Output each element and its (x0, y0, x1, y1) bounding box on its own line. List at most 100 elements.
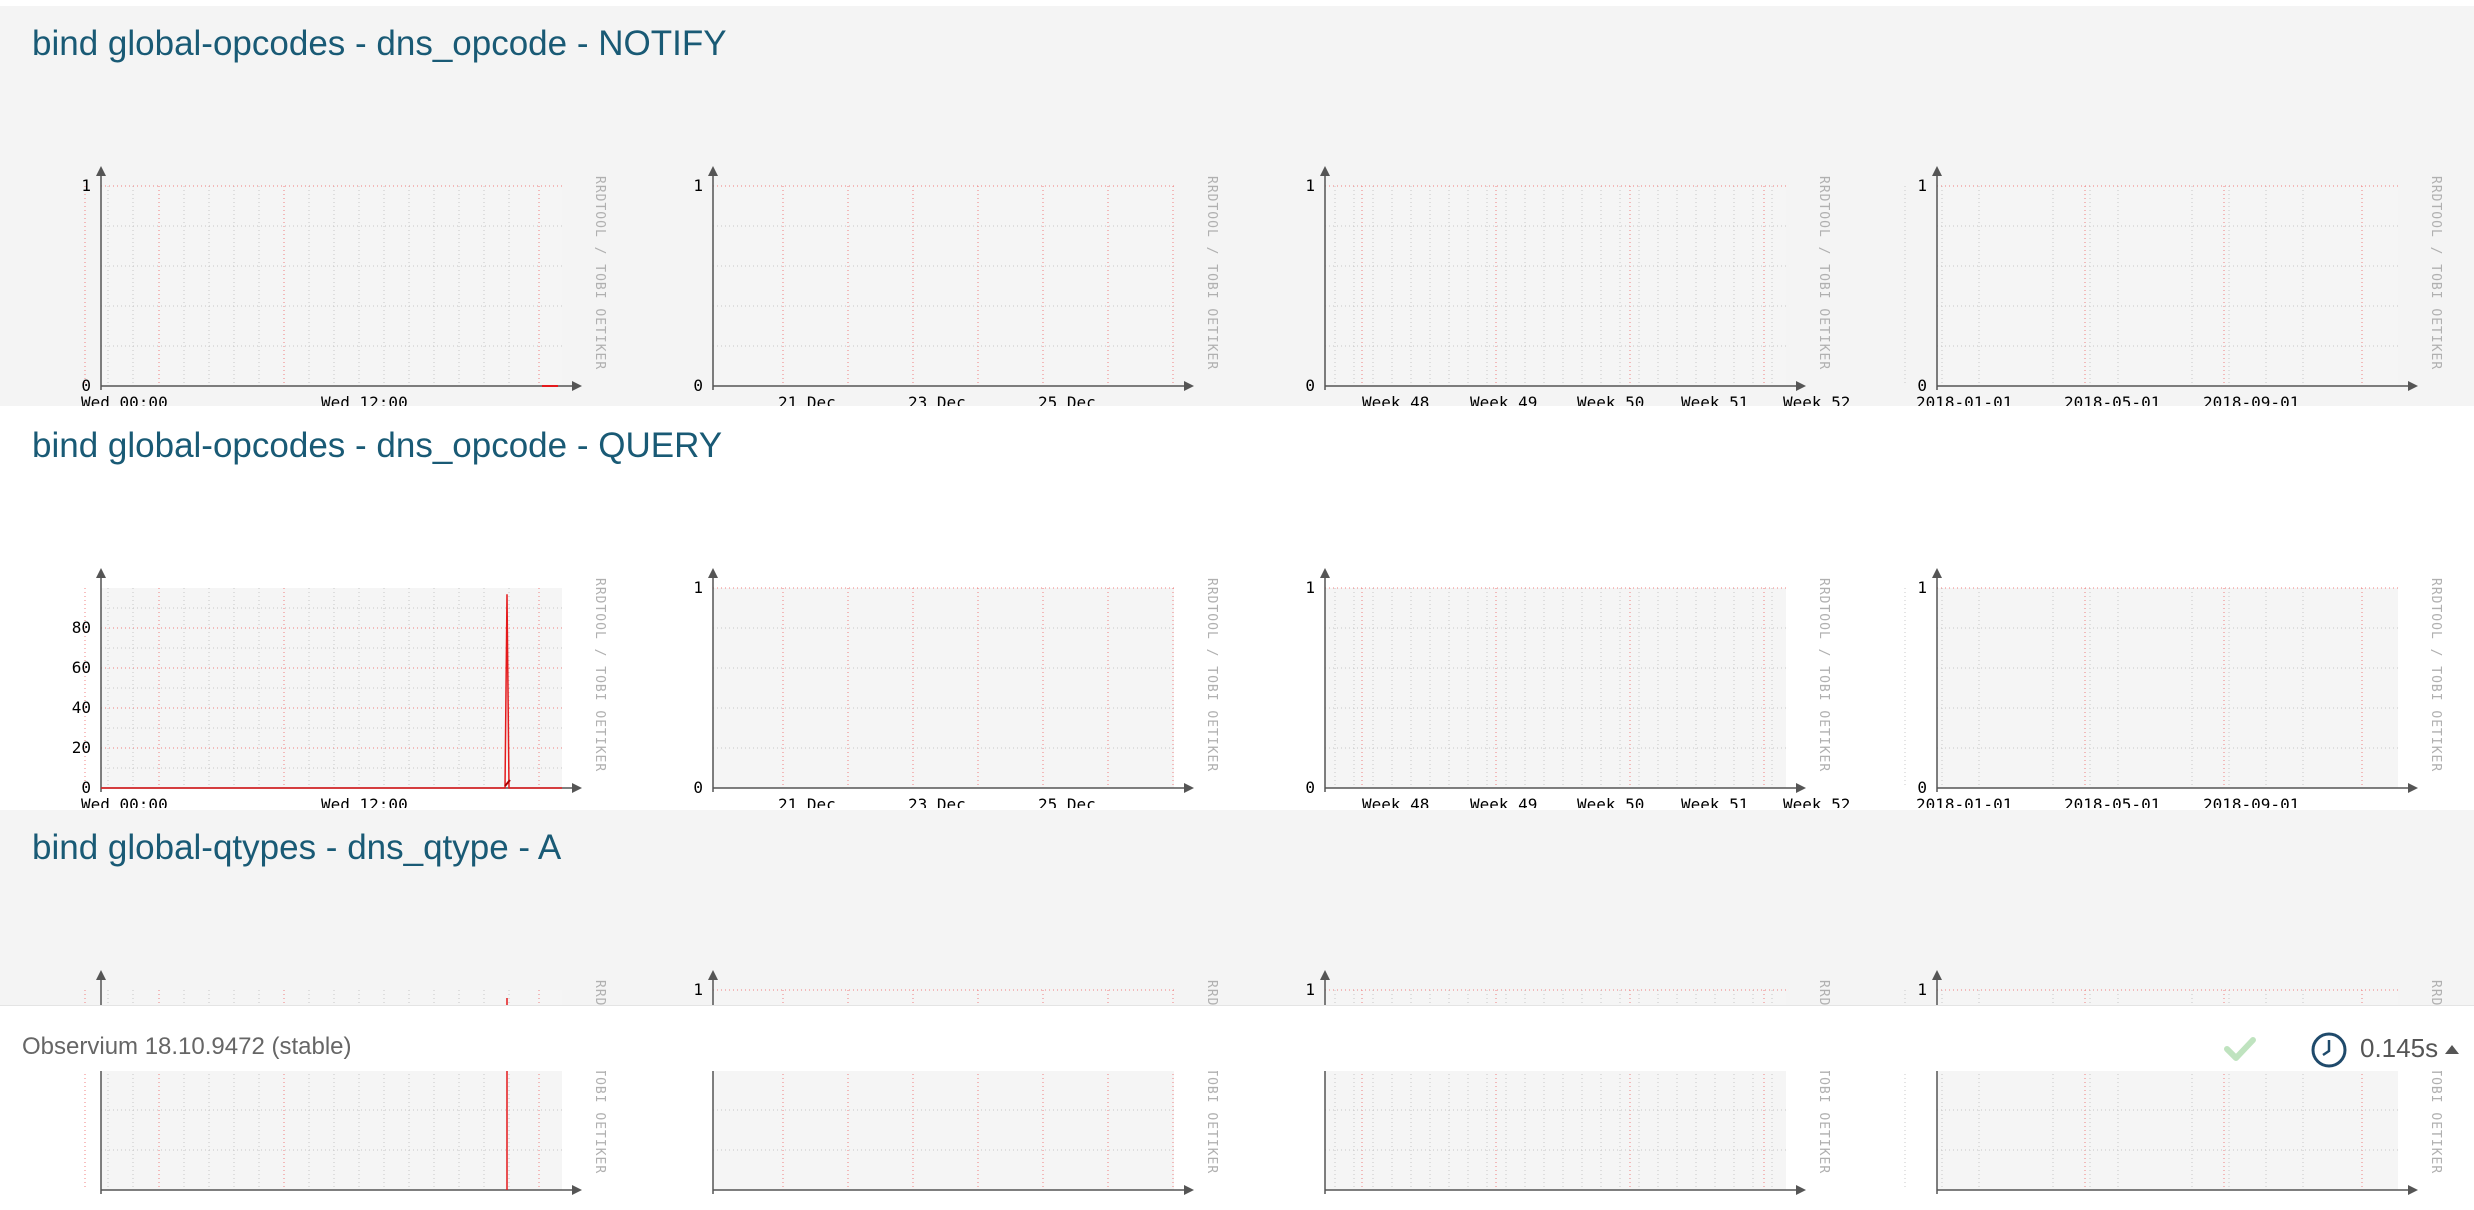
y-tick-label: 0 (81, 778, 91, 797)
y-axis-arrow (1320, 166, 1330, 176)
plot-area (1937, 588, 2398, 788)
x-tick-label: 2018-05-01 (2064, 393, 2160, 406)
y-axis-arrow (96, 166, 106, 176)
x-axis-arrow (1184, 1185, 1194, 1195)
plot-area (713, 588, 1174, 788)
graph-day[interactable]: 0 1 RRDTOOL / TOBI OETIKER Wed 00:00 Wed 12:… (32, 86, 644, 406)
x-axis-arrow (572, 783, 582, 793)
graph-panel-notify: bind global-opcodes - dns_opcode - NOTIF… (0, 6, 2474, 406)
y-tick-label: 1 (693, 176, 703, 195)
render-time[interactable]: 0.145s (2360, 1033, 2439, 1063)
rrdtool-watermark: RRDTOOL / TOBI OETIKER (592, 578, 607, 772)
graph-year[interactable]: 0 1 RRDTOOL / TOBI OETIKER 2018-01-01 2018-0… (1868, 86, 2474, 406)
x-tick-label: Wed 12:00 (321, 795, 408, 808)
clock-icon[interactable] (2310, 1031, 2348, 1074)
x-tick-label: 25 Dec (1038, 795, 1096, 808)
y-tick-label: 1 (1917, 980, 1927, 999)
x-axis-arrow (572, 381, 582, 391)
graph-year[interactable]: 0 1 RRDTOOL / TOBI OETIKER 2018-01-01 2018-0… (1868, 488, 2474, 808)
x-axis-arrow (2408, 381, 2418, 391)
graph-image: 0 1 RRDTOOL / TOBI OETIKER 21 Dec 23 Dec 25 D… (693, 166, 1219, 406)
y-tick-label: 1 (81, 176, 91, 195)
rrdtool-watermark: RRDTOOL / TOBI OETIKER (2428, 578, 2443, 772)
y-axis-arrow (96, 970, 106, 980)
y-tick-label: 1 (1305, 578, 1315, 597)
graph-panel-qtype-a: bind global-qtypes - dns_qtype - A 6080R… (0, 810, 2474, 1195)
x-tick-label: 21 Dec (778, 393, 836, 406)
panel-title[interactable]: bind global-opcodes - dns_opcode - NOTIF… (32, 24, 727, 63)
y-tick-label: 80 (72, 618, 91, 637)
x-tick-label: Week 50 (1577, 393, 1644, 406)
x-tick-label: 23 Dec (908, 795, 966, 808)
graph-image: 0 20 40 60 80 RRDTOOL / TOBI OETIKER Wed 00:00… (72, 568, 607, 808)
y-axis-arrow (708, 166, 718, 176)
rrdtool-watermark: RRDTOOL / TOBI OETIKER (592, 176, 607, 370)
y-tick-label: 40 (72, 698, 91, 717)
x-axis-arrow (1796, 1185, 1806, 1195)
y-tick-label: 1 (693, 980, 703, 999)
y-tick-label: 0 (693, 778, 703, 797)
graph-month[interactable]: 0 1 RRDTOOL / TOBI OETIKER Week 48 Week 49 We… (1256, 86, 1868, 406)
x-tick-label: 25 Dec (1038, 393, 1096, 406)
caret-up-icon[interactable] (2444, 1042, 2460, 1060)
plot-area (713, 186, 1174, 386)
y-tick-label: 1 (693, 578, 703, 597)
rrdtool-watermark: RRDTOOL / TOBI OETIKER (2428, 176, 2443, 370)
graph-month[interactable]: 0 1 RRDTOOL / TOBI OETIKER Week 48 Week 49 We… (1256, 488, 1868, 808)
x-tick-label: 2018-09-01 (2203, 393, 2299, 406)
x-tick-label: Week 52 (1783, 393, 1850, 406)
x-axis-arrow (572, 1185, 582, 1195)
x-tick-label: Week 49 (1470, 393, 1537, 406)
y-axis-arrow (1320, 970, 1330, 980)
graph-image: 0 1 RRDTOOL / TOBI OETIKER Week 48 Week 49 We… (1305, 568, 1850, 808)
y-tick-label: 0 (1305, 778, 1315, 797)
plot-area (1325, 186, 1786, 386)
x-tick-label: 23 Dec (908, 393, 966, 406)
x-tick-label: 2018-05-01 (2064, 795, 2160, 808)
x-tick-label: 2018-01-01 (1916, 795, 2012, 808)
rrdtool-watermark: RRDTOOL / TOBI OETIKER (1816, 578, 1831, 772)
plot-area (1325, 588, 1786, 788)
y-tick-label: 1 (1305, 980, 1315, 999)
x-tick-label: Week 51 (1681, 795, 1748, 808)
panel-title[interactable]: bind global-opcodes - dns_opcode - QUERY (32, 426, 723, 465)
x-tick-label: 21 Dec (778, 795, 836, 808)
x-tick-label: Week 49 (1470, 795, 1537, 808)
y-tick-label: 60 (72, 658, 91, 677)
y-tick-label: 1 (1917, 578, 1927, 597)
plot-area (1937, 186, 2398, 386)
graph-image: 0 1 RRDTOOL / TOBI OETIKER 21 Dec 23 Dec 25 D… (693, 568, 1219, 808)
graph-image: 0 1 RRDTOOL / TOBI OETIKER Week 48 Week 49 We… (1305, 166, 1850, 406)
y-tick-label: 0 (1917, 778, 1927, 797)
y-axis-arrow (708, 970, 718, 980)
graph-panel-query: bind global-opcodes - dns_opcode - QUERY… (0, 408, 2474, 808)
x-tick-label: 2018-01-01 (1916, 393, 2012, 406)
y-axis-arrow (708, 568, 718, 578)
graph-image: 0 1 RRDTOOL / TOBI OETIKER 2018-01-01 2018-0… (1904, 568, 2443, 808)
y-tick-label: 0 (1917, 376, 1927, 395)
x-tick-label: Week 48 (1362, 393, 1429, 406)
series-line (101, 594, 562, 789)
y-tick-label: 0 (693, 376, 703, 395)
graph-day[interactable]: 0 20 40 60 80 RRDTOOL / TOBI OETIKER Wed 00:00… (32, 488, 644, 808)
graph-image: 0 1 RRDTOOL / TOBI OETIKER 2018-01-01 2018-0… (1904, 166, 2443, 406)
x-tick-label: Wed 12:00 (321, 393, 408, 406)
footer-bar: Observium 18.10.9472 (stable) 0.145s (0, 1005, 2474, 1071)
y-tick-label: 20 (72, 738, 91, 757)
x-tick-label: Wed 00:00 (81, 795, 168, 808)
x-axis-arrow (2408, 1185, 2418, 1195)
x-axis-arrow (1184, 783, 1194, 793)
graph-week[interactable]: 0 1 RRDTOOL / TOBI OETIKER 21 Dec 23 Dec 25 D… (644, 86, 1256, 406)
x-tick-label: Week 50 (1577, 795, 1644, 808)
plot-area (101, 588, 562, 788)
y-tick-label: 1 (1305, 176, 1315, 195)
rrdtool-watermark: RRDTOOL / TOBI OETIKER (1816, 176, 1831, 370)
panel-title[interactable]: bind global-qtypes - dns_qtype - A (32, 828, 562, 867)
graph-week[interactable]: 0 1 RRDTOOL / TOBI OETIKER 21 Dec 23 Dec 25 D… (644, 488, 1256, 808)
check-icon[interactable] (2222, 1034, 2258, 1069)
y-axis-arrow (1932, 970, 1942, 980)
y-tick-label: 0 (81, 376, 91, 395)
graph-image: 0 1 RRDTOOL / TOBI OETIKER Wed 00:00 Wed 12:… (81, 166, 607, 406)
x-tick-label: Week 51 (1681, 393, 1748, 406)
y-axis-arrow (1932, 568, 1942, 578)
